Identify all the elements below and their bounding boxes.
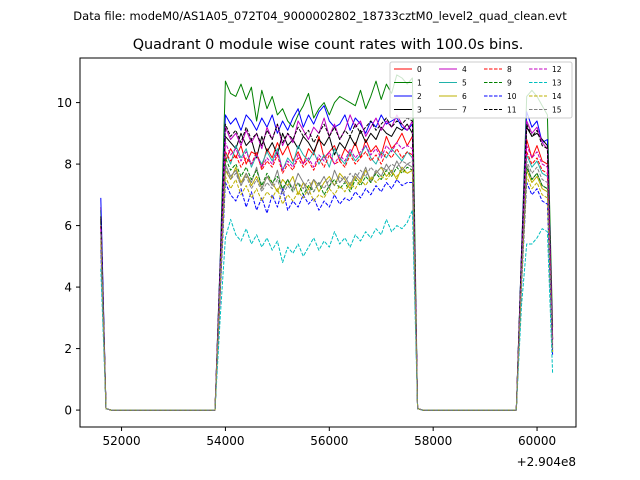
legend-label-6: 6 (462, 92, 467, 101)
legend-label-14: 14 (552, 92, 562, 101)
series-line-15 (100, 160, 554, 411)
legend-label-0: 0 (417, 65, 422, 74)
legend-label-5: 5 (462, 79, 467, 88)
legend-label-13: 13 (552, 79, 562, 88)
x-tick-label: 58000 (414, 434, 452, 448)
y-tick-label: 0 (64, 404, 72, 418)
legend-label-10: 10 (507, 92, 517, 101)
axes-frame (79, 57, 577, 428)
legend-label-4: 4 (462, 65, 467, 74)
legend-label-12: 12 (552, 65, 562, 74)
legend-label-11: 11 (507, 106, 517, 115)
legend-label-2: 2 (417, 92, 422, 101)
x-tick-label: 52000 (102, 434, 140, 448)
legend-label-3: 3 (417, 106, 422, 115)
suptitle: Data file: modeM0/AS1A05_072T04_90000028… (73, 9, 567, 23)
legend-label-8: 8 (507, 65, 512, 74)
y-tick-label: 10 (57, 96, 72, 110)
legend-box (389, 61, 573, 119)
axes: 52000 54000 56000 58000 60000 0 2 4 6 8 10 (57, 96, 556, 448)
plot-area (100, 74, 554, 411)
y-tick-label: 2 (64, 342, 72, 356)
legend-label-1: 1 (417, 79, 422, 88)
x-tick-label: 54000 (206, 434, 244, 448)
x-tick-label: 60000 (518, 434, 556, 448)
x-tick-label: 56000 (310, 434, 348, 448)
chart-title: Quadrant 0 module wise count rates with … (133, 37, 524, 53)
series-line-14 (100, 169, 554, 411)
y-tick-label: 4 (64, 281, 72, 295)
series-line-10 (100, 179, 554, 411)
y-tick-label: 6 (64, 219, 72, 233)
y-tick-label: 8 (64, 158, 72, 172)
x-offset-label: +2.904e8 (517, 455, 576, 469)
legend-label-7: 7 (462, 106, 467, 115)
legend-label-9: 9 (507, 79, 512, 88)
legend-label-15: 15 (552, 106, 562, 115)
